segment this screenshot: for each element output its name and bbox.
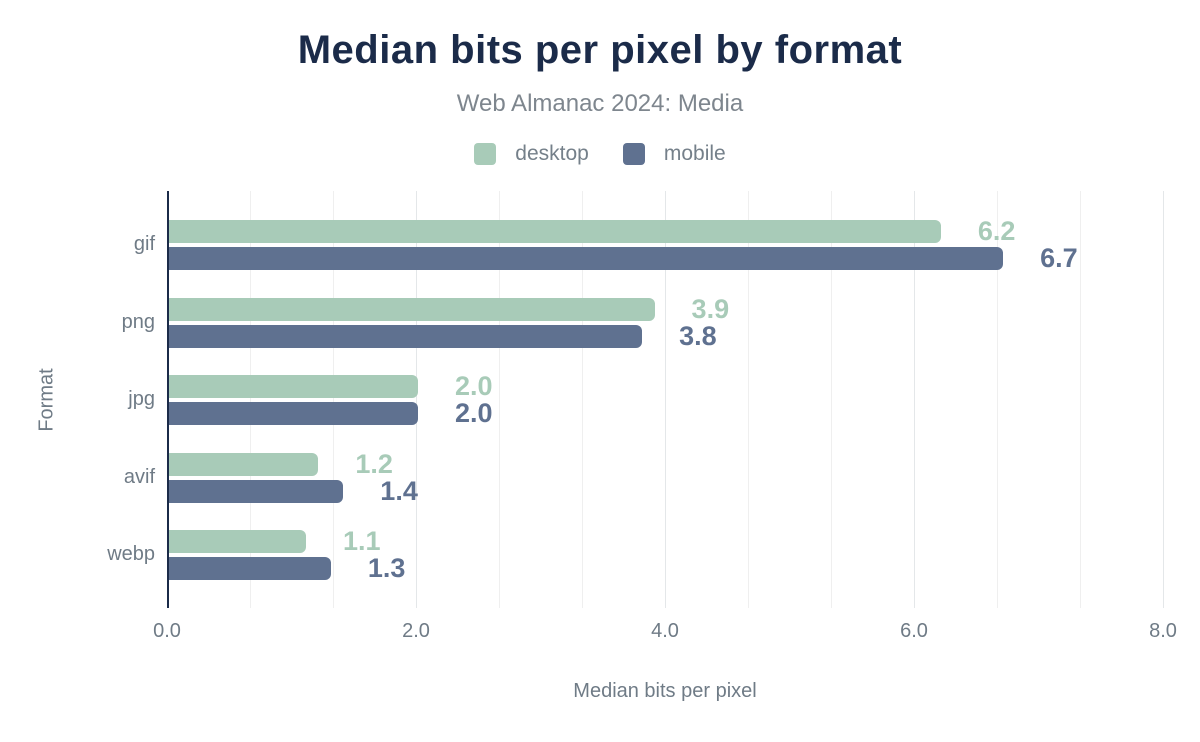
bar-desktop-jpg[interactable] [169,375,418,398]
value-label-mobile-webp: 1.3 [367,553,406,583]
bar-mobile-png[interactable] [169,324,643,348]
value-label-mobile-avif: 1.4 [380,475,418,506]
bar-mobile-avif[interactable] [169,479,344,503]
gridline-minor [499,191,500,608]
gridline-major [1163,191,1164,608]
legend-item-desktop[interactable]: desktop [474,142,589,166]
gridline-minor [1080,191,1081,608]
gridline-minor [997,191,998,608]
value-label-desktop-webp: 1.1 [342,526,381,556]
x-axis-title: Median bits per pixel [573,680,757,702]
value-label-desktop-png: 3.9 [691,293,730,324]
value-label-mobile-jpg: 2.0 [455,398,493,428]
gridline-major [665,191,666,608]
bar-desktop-avif[interactable] [169,452,319,476]
gridline-minor [582,191,583,608]
x-tick-label: 0.0 [153,620,181,642]
gridline-minor [250,191,251,608]
bar-desktop-gif[interactable] [169,220,941,243]
legend-swatch-desktop-icon [474,143,497,165]
legend-label-desktop: desktop [515,142,589,165]
bar-mobile-jpg[interactable] [169,402,418,425]
chart-title: Median bits per pixel by format [297,28,903,72]
value-label-mobile-gif: 6.7 [1040,243,1078,273]
y-axis-line [167,191,169,608]
gridline-minor [748,191,749,608]
value-label-mobile-png: 3.8 [679,320,717,351]
legend-swatch-mobile-icon [622,143,645,165]
legend: desktop mobile [0,142,1200,166]
x-tick-label: 8.0 [1149,620,1177,642]
plot-area: 6.2 6.7 3.9 3.8 2.0 2.0 1.2 1.4 1.1 1.3 [167,191,1164,608]
chart-subtitle: Web Almanac 2024: Media [456,90,744,117]
category-label-gif: gif [133,233,155,255]
bar-mobile-gif[interactable] [169,247,1004,270]
legend-item-mobile[interactable]: mobile [622,142,726,166]
bar-mobile-webp[interactable] [169,557,331,580]
value-label-desktop-avif: 1.2 [355,448,393,479]
value-label-desktop-jpg: 2.0 [455,371,493,401]
category-label-png: png [121,310,155,333]
gridline-minor [831,191,832,608]
category-label-avif: avif [123,465,155,488]
gridline-minor [333,191,334,608]
bar-desktop-png[interactable] [169,297,655,321]
x-tick-label: 6.0 [900,620,928,642]
x-tick-label: 4.0 [651,620,679,642]
legend-label-mobile: mobile [663,142,726,165]
x-tick-label: 2.0 [402,620,430,642]
gridline-major [416,191,417,608]
category-label-webp: webp [107,543,155,565]
category-label-jpg: jpg [128,388,155,410]
gridline-major [914,191,915,608]
value-label-desktop-gif: 6.2 [977,216,1016,246]
bar-desktop-webp[interactable] [169,530,306,553]
